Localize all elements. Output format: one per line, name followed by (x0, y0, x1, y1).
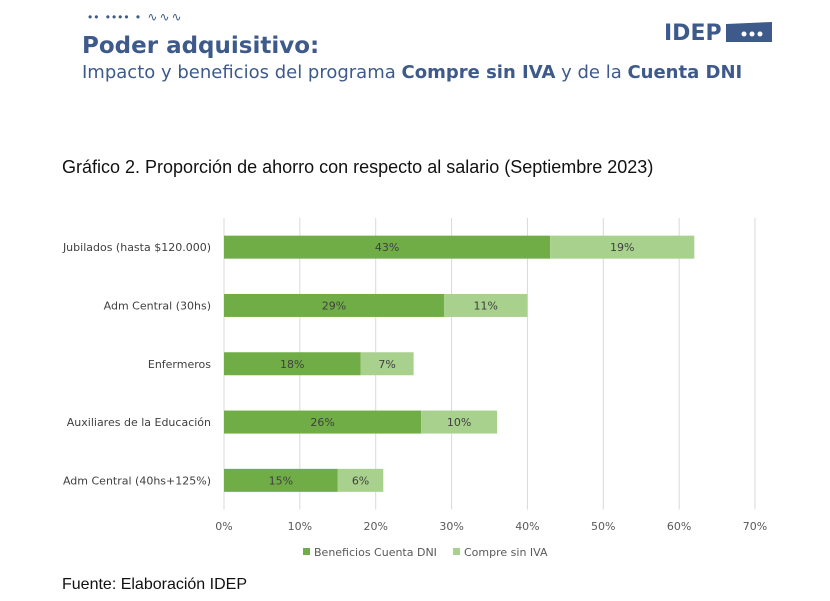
bar-segment (421, 410, 498, 434)
x-tick-label: 20% (363, 520, 387, 533)
legend-swatch (303, 548, 310, 555)
subtitle-text: y de la (555, 62, 628, 83)
category-label: Auxiliares de la Educación (67, 416, 211, 429)
subtitle-text: Impacto y beneficios del programa (82, 62, 402, 83)
bar-segment (224, 410, 422, 434)
x-tick-label: 10% (288, 520, 312, 533)
bar-segment (360, 352, 414, 376)
category-label: Enfermeros (148, 358, 211, 371)
data-label: 26% (310, 416, 334, 429)
page-title: Poder adquisitivo: (82, 33, 320, 59)
legend-label: Compre sin IVA (464, 546, 548, 559)
data-label: 10% (447, 416, 471, 429)
category-label: Adm Central (40hs+125%) (63, 474, 211, 487)
source-note: Fuente: Elaboración IDEP (62, 576, 247, 593)
decoration: •• •••• • ∿∿∿ (88, 10, 184, 24)
bar-segment (224, 235, 551, 259)
idep-logo: IDEP (664, 21, 772, 46)
bar-segment (224, 468, 338, 492)
x-tick-label: 0% (215, 520, 232, 533)
data-label: 18% (280, 358, 304, 371)
legend-swatch (453, 548, 460, 555)
logo-text: IDEP (664, 21, 722, 46)
x-tick-label: 50% (591, 520, 615, 533)
data-label: 15% (269, 474, 293, 487)
data-label: 43% (375, 241, 399, 254)
bar-segment (224, 352, 361, 376)
category-label: Adm Central (30hs) (104, 299, 211, 312)
bar-segment (550, 235, 695, 259)
bar-segment (224, 293, 444, 317)
data-label: 29% (322, 299, 346, 312)
subtitle-bold: Cuenta DNI (627, 62, 743, 83)
x-tick-label: 70% (743, 520, 767, 533)
x-tick-label: 30% (439, 520, 463, 533)
page-subtitle: Impacto y beneficios del programa Compre… (82, 62, 742, 83)
legend-label: Beneficios Cuenta DNI (314, 546, 437, 559)
data-label: 11% (473, 299, 497, 312)
data-label: 6% (352, 474, 369, 487)
bar-segment (443, 293, 528, 317)
chart-title: Gráfico 2. Proporción de ahorro con resp… (62, 157, 654, 177)
x-tick-label: 40% (515, 520, 539, 533)
bar-segment (337, 468, 384, 492)
data-label: 19% (610, 241, 634, 254)
data-label: 7% (378, 358, 395, 371)
category-label: Jubilados (hasta $120.000) (62, 241, 211, 254)
x-tick-label: 60% (667, 520, 691, 533)
subtitle-bold: Compre sin IVA (401, 62, 556, 83)
